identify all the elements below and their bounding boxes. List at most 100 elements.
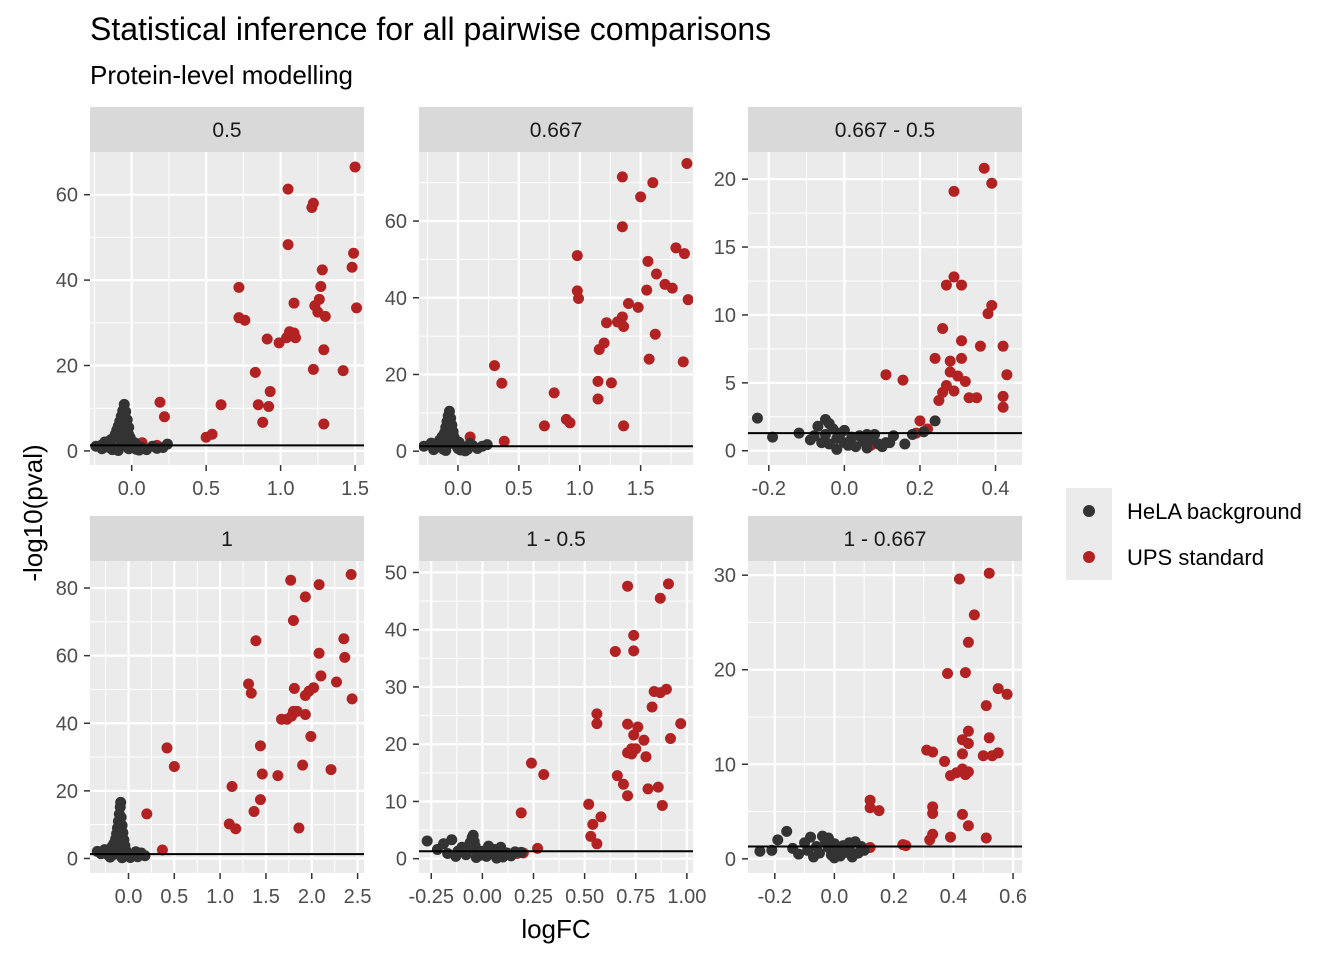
data-point-hela: [828, 852, 840, 864]
x-tick-label: 0.2: [906, 478, 934, 500]
data-point-ups: [983, 567, 995, 579]
data-point-ups: [318, 418, 330, 430]
data-point-ups: [319, 310, 331, 322]
x-tick-label: 0.6: [999, 886, 1027, 908]
data-point-ups: [675, 718, 687, 730]
data-point-hela: [929, 415, 941, 427]
data-point-ups: [635, 191, 647, 203]
x-tick-label: 1.0: [566, 478, 594, 500]
facet-strip-label: 0.5: [212, 119, 241, 142]
facet-panel: 0.667 0.0 0.5 1.0 1.5 0 20 40 60: [385, 107, 693, 500]
data-point-ups: [646, 701, 658, 713]
data-point-ups: [313, 293, 325, 305]
data-point-ups: [345, 569, 357, 581]
x-tick-label: 0.0: [830, 478, 858, 500]
data-point-ups: [986, 177, 998, 189]
x-tick-label: 2.5: [344, 886, 372, 908]
data-point-ups: [307, 363, 319, 375]
data-point-ups: [632, 301, 644, 313]
data-point-ups: [1001, 369, 1013, 381]
y-tick-label: 10: [714, 305, 736, 327]
data-point-ups: [618, 321, 630, 333]
y-axis-title: -log10(pval): [18, 444, 48, 581]
data-point-ups: [288, 682, 300, 694]
data-point-ups: [654, 592, 666, 604]
x-tick-label: 0.4: [982, 478, 1010, 500]
data-point-ups: [226, 780, 238, 792]
data-point-ups: [933, 394, 945, 406]
data-point-ups: [959, 375, 971, 387]
x-tick-label: -0.2: [758, 886, 792, 908]
data-point-ups: [897, 374, 909, 386]
data-point-ups: [305, 730, 317, 742]
data-point-ups: [515, 807, 527, 819]
data-point-ups: [346, 261, 358, 273]
x-tick-label: 0.25: [514, 886, 553, 908]
data-point-ups: [638, 734, 650, 746]
data-point-ups: [585, 830, 597, 842]
y-tick-label: 20: [714, 169, 736, 191]
data-point-ups: [297, 759, 309, 771]
data-point-ups: [678, 248, 690, 260]
data-point-ups: [962, 737, 974, 749]
data-point-ups: [977, 750, 989, 762]
data-point-ups: [618, 420, 630, 432]
data-point-hela: [111, 846, 123, 858]
data-point-hela: [130, 846, 142, 858]
data-point-ups: [649, 328, 661, 340]
data-point-ups: [622, 718, 634, 730]
y-tick-label: 30: [385, 677, 407, 699]
data-point-ups: [642, 783, 654, 795]
data-point-ups: [601, 317, 613, 329]
facet-strip-label: 1 - 0.5: [526, 528, 586, 551]
data-point-ups: [595, 811, 607, 823]
data-point-ups: [959, 667, 971, 679]
data-point-ups: [276, 713, 288, 725]
y-tick-label: 40: [385, 620, 407, 642]
data-point-hela: [464, 438, 476, 450]
data-point-ups: [982, 308, 994, 320]
data-point-ups: [864, 794, 876, 806]
chart-title: Statistical inference for all pairwise c…: [90, 11, 771, 47]
data-point-ups: [605, 377, 617, 389]
y-tick-label: 40: [385, 288, 407, 310]
data-point-hela: [899, 438, 911, 450]
data-point-ups: [873, 805, 885, 817]
y-tick-label: 0: [67, 848, 78, 870]
data-point-ups: [593, 344, 605, 356]
data-point-ups: [571, 250, 583, 262]
data-point-ups: [929, 352, 941, 364]
y-tick-label: 20: [714, 660, 736, 682]
x-tick-label: 0.5: [160, 886, 188, 908]
data-point-ups: [980, 832, 992, 844]
data-point-ups: [264, 386, 276, 398]
data-point-ups: [243, 678, 255, 690]
y-tick-label: 60: [385, 211, 407, 233]
data-point-ups: [489, 360, 501, 372]
y-tick-label: 20: [56, 781, 78, 803]
data-point-hela: [802, 844, 814, 856]
data-point-ups: [681, 158, 693, 170]
legend: HeLA background UPS standard: [1066, 488, 1302, 580]
data-point-ups: [548, 387, 560, 399]
x-tick-label: 0.75: [616, 886, 655, 908]
data-point-ups: [592, 393, 604, 405]
points-layer: [419, 578, 693, 864]
data-point-ups: [656, 799, 668, 811]
y-tick-label: 0: [725, 849, 736, 871]
data-point-ups: [997, 390, 1009, 402]
y-tick-label: 20: [385, 734, 407, 756]
data-point-ups: [245, 687, 257, 699]
x-tick-label: 1.0: [267, 478, 295, 500]
facet-panel: 0.667 - 0.5 -0.2 0.0 0.2 0.4 0 5 10 15 20: [714, 107, 1022, 500]
data-point-ups: [291, 705, 303, 717]
data-point-ups: [346, 693, 358, 705]
data-point-ups: [963, 392, 975, 404]
plot-panel-background: [419, 561, 693, 873]
points-layer: [90, 161, 364, 456]
data-point-ups: [956, 748, 968, 760]
data-point-ups: [318, 344, 330, 356]
data-point-ups: [299, 591, 311, 603]
data-point-ups: [591, 708, 603, 720]
